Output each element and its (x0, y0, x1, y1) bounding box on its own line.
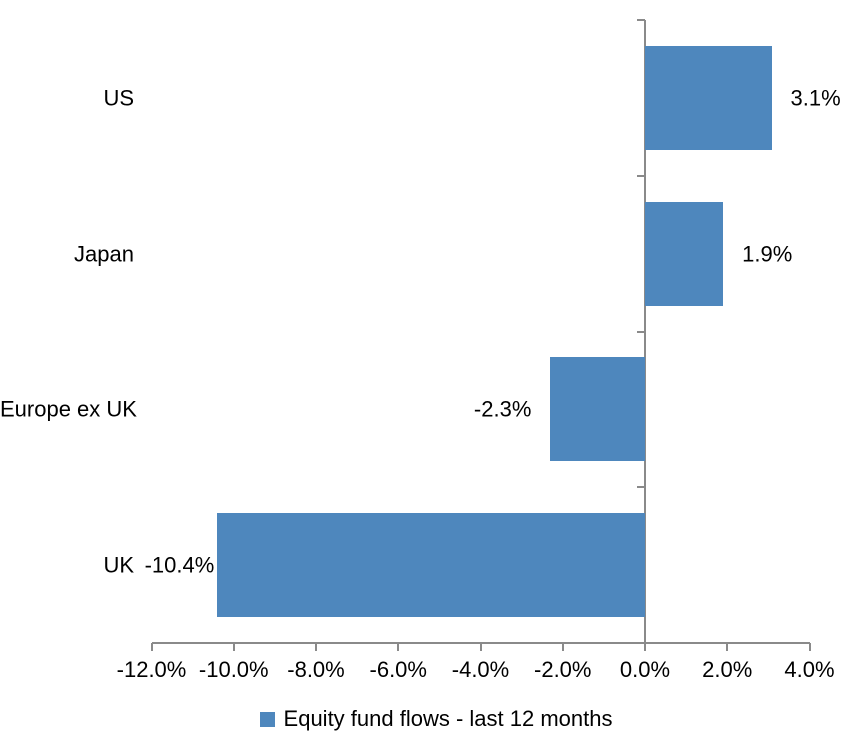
bar (645, 45, 773, 150)
x-axis-tick (150, 643, 153, 651)
x-axis-tick-label: 0.0% (619, 657, 671, 682)
x-axis-tick (644, 643, 646, 651)
x-axis-tick (808, 643, 811, 651)
x-axis-tick (561, 643, 564, 651)
x-axis-tick (232, 643, 235, 651)
x-axis-tick-label: 2.0% (702, 657, 753, 682)
x-axis-tick-label: -4.0% (451, 657, 510, 682)
x-axis-tick-label: -12.0% (116, 657, 187, 682)
category-boundary-tick (637, 19, 645, 21)
x-axis-tick-label: -8.0% (287, 657, 345, 682)
bar (550, 357, 645, 462)
bar (645, 201, 724, 306)
x-axis-tick (726, 643, 729, 651)
bar (217, 513, 645, 618)
legend: Equity fund flows - last 12 months (20, 706, 852, 732)
x-axis-tick (397, 643, 400, 651)
category-boundary-tick (637, 174, 645, 177)
value-label: -10.4% (144, 552, 215, 578)
value-label: 3.1% (790, 85, 841, 111)
category-boundary-tick (637, 330, 645, 333)
x-axis-tick-label: 4.0% (784, 657, 835, 682)
x-axis-tick (315, 643, 317, 651)
value-label: 1.9% (742, 240, 793, 266)
category-label: Japan (74, 240, 134, 266)
x-axis-tick-label: -10.0% (198, 657, 269, 682)
category-boundary-tick (637, 486, 645, 489)
legend-marker-square (259, 711, 275, 727)
x-axis-tick (479, 643, 482, 651)
category-label: Europe ex UK (0, 396, 137, 422)
x-axis-tick-label: -2.0% (534, 657, 592, 682)
category-label: US (103, 85, 134, 111)
category-label: UK (103, 552, 134, 578)
zero-axis-line (644, 20, 646, 643)
legend-label: Equity fund flows - last 12 months (283, 706, 613, 732)
value-label: -2.3% (473, 396, 532, 422)
x-axis-tick-label: -6.0% (369, 657, 427, 682)
